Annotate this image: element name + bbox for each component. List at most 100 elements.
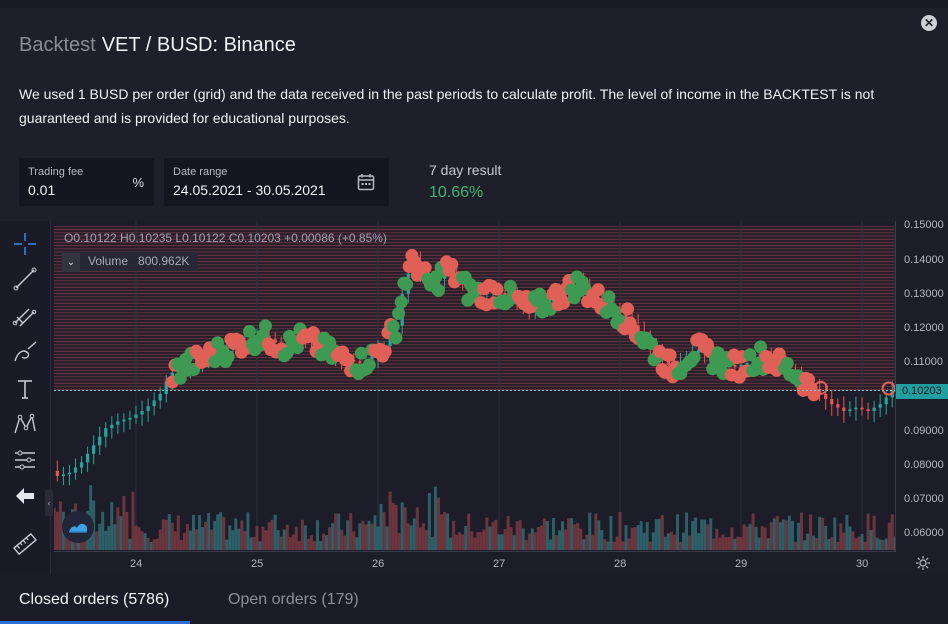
volume-bar (527, 533, 531, 550)
candle-body (388, 335, 392, 347)
volume-bar (863, 541, 867, 550)
toolbar-collapse-handle[interactable]: ‹ (45, 490, 53, 516)
date-range-label: Date range (173, 166, 228, 178)
volume-bar (672, 534, 676, 550)
volume-bar (367, 520, 371, 550)
pattern-icon[interactable] (12, 411, 38, 437)
volume-bar (191, 514, 195, 550)
volume-bar (446, 513, 450, 550)
sell-marker (378, 345, 392, 359)
sell-marker (490, 282, 504, 296)
tab-closed-orders[interactable]: Closed orders (5786) (19, 591, 170, 608)
price-axis[interactable]: 0.150000.140000.130000.120000.110000.100… (895, 219, 948, 551)
ruler-icon[interactable] (12, 531, 38, 557)
volume-bar (763, 527, 767, 550)
volume-bar (452, 520, 456, 550)
volume-bar (688, 535, 692, 550)
result-label: 7 day result (429, 162, 502, 178)
volume-bar (633, 527, 637, 550)
brush-icon[interactable] (12, 339, 38, 365)
volume-bar (58, 501, 62, 550)
volume-bar (391, 502, 395, 550)
volume-bar (666, 533, 670, 550)
trading-fee-field[interactable]: Trading fee 0.01 % (19, 158, 154, 206)
volume-legend[interactable]: ⌄ Volume 800.962K (62, 252, 198, 272)
volume-bar (291, 534, 295, 550)
prediction-icon[interactable] (12, 447, 38, 473)
candle-body (842, 407, 846, 412)
volume-bar (421, 523, 425, 550)
volume-bar (503, 529, 507, 550)
volume-bar (358, 523, 362, 550)
tab-open-orders[interactable]: Open orders (179) (228, 591, 359, 608)
volume-bar (288, 537, 292, 550)
volume-bar (219, 512, 223, 550)
time-axis[interactable]: 24 25 26 27 28 29 30 (54, 551, 896, 575)
price-tick-label: 0.12000 (904, 322, 944, 334)
volume-bar (316, 520, 319, 550)
buy-marker (602, 290, 616, 304)
crosshair-icon[interactable] (12, 231, 38, 257)
buy-marker (743, 348, 757, 362)
volume-bar (715, 528, 719, 550)
close-icon[interactable]: ✕ (921, 15, 937, 31)
volume-bar (331, 523, 335, 550)
volume-bar (128, 538, 132, 550)
volume-bar (784, 520, 788, 550)
candle-body (830, 399, 834, 405)
sell-marker (445, 257, 459, 271)
volume-bar (207, 512, 211, 550)
trading-fee-input[interactable]: 0.01 (28, 182, 56, 198)
volume-bar (682, 532, 686, 550)
date-range-input[interactable]: 24.05.2021 - 30.05.2021 (173, 182, 326, 198)
price-tick-label: 0.15000 (904, 219, 944, 232)
date-tick-label: 30 (856, 558, 869, 570)
back-arrow-icon[interactable] (12, 483, 38, 509)
volume-bar (866, 513, 870, 550)
volume-bar (573, 524, 577, 550)
chevron-down-icon[interactable]: ⌄ (62, 253, 80, 272)
title-prefix: Backtest (19, 34, 96, 56)
title-pair: VET / BUSD: Binance (101, 34, 296, 56)
volume-bar (264, 530, 268, 550)
volume-bar (839, 523, 843, 550)
volume-bar (730, 527, 734, 550)
price-tick-label: 0.07000 (904, 492, 944, 505)
volume-bar (494, 519, 498, 550)
volume-bar (415, 507, 419, 550)
date-range-field[interactable]: Date range 24.05.2021 - 30.05.2021 (164, 158, 389, 206)
sell-marker (813, 380, 828, 395)
trading-fee-label: Trading fee (28, 166, 84, 178)
volume-bar (691, 520, 695, 550)
volume-bar (210, 529, 214, 550)
volume-bar (458, 532, 462, 550)
volume-bar (561, 521, 565, 550)
volume-bar (249, 537, 253, 550)
volume-bar (588, 512, 592, 550)
volume-bar (306, 538, 310, 550)
trend-line-icon[interactable] (12, 266, 38, 292)
candle-body (86, 453, 90, 463)
fib-icon[interactable] (12, 303, 38, 329)
text-icon[interactable] (12, 376, 38, 402)
volume-bar (334, 513, 338, 550)
volume-bar (282, 529, 286, 550)
calendar-icon[interactable] (357, 173, 375, 191)
buy-marker (354, 346, 368, 360)
gear-icon[interactable] (915, 555, 931, 571)
candle-body (818, 388, 822, 394)
volume-bar (355, 537, 359, 550)
volume-bar (651, 532, 655, 550)
volume-label: Volume (88, 254, 129, 268)
candle-body (503, 293, 507, 295)
volume-bar (443, 511, 447, 550)
volume-bar (243, 530, 247, 550)
candle-body (67, 472, 72, 475)
volume-bar (815, 537, 819, 550)
candle-body (122, 419, 126, 422)
volume-bar (437, 497, 440, 550)
volume-bar (582, 539, 586, 550)
volume-bar (703, 519, 707, 550)
price-tick-label: 0.14000 (904, 253, 944, 266)
volume-bar (554, 535, 558, 550)
